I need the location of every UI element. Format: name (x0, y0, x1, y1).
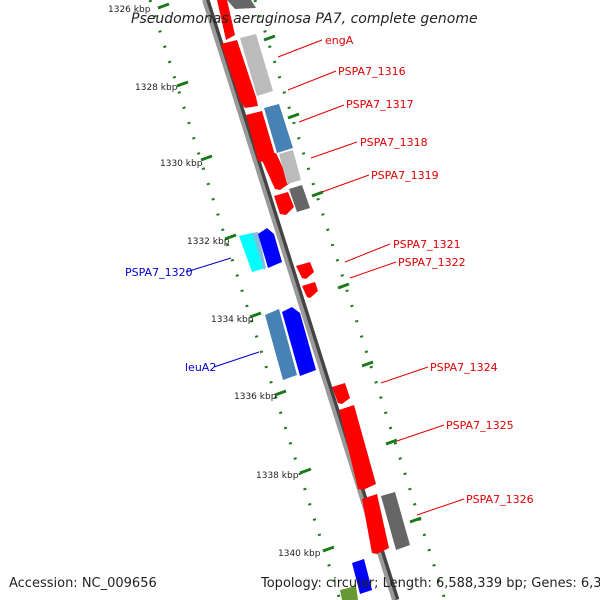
tick-label: 1334 kbp (211, 315, 254, 325)
gene-label-PSPA7_1325[interactable]: PSPA7_1325 (446, 419, 514, 432)
gene-label-leuA2[interactable]: leuA2 (185, 361, 216, 374)
leader-line-PSPA7_1316 (287, 70, 337, 91)
gene-label-PSPA7_1324[interactable]: PSPA7_1324 (430, 361, 498, 374)
tick-label: 1332 kbp (187, 237, 230, 247)
gene-arrow-leuA2[interactable] (282, 307, 316, 376)
gene-arrow-PSPA7_1322[interactable] (302, 282, 318, 298)
outer-strand-genes (227, 0, 410, 550)
gene-arrow-PSPA7_1318[interactable] (246, 111, 275, 162)
leader-line-PSPA7_1326 (416, 498, 465, 516)
tick-mark (249, 311, 262, 319)
tick-label: 1328 kbp (135, 83, 178, 93)
leader-line-PSPA7_1322 (349, 261, 397, 279)
tick-label: 1330 kbp (160, 159, 203, 169)
tick-label: 1326 kbp (108, 5, 151, 15)
tick-marks (157, 2, 422, 553)
leader-line-PSPA7_1325 (396, 424, 445, 442)
gene-box-bottom-blue[interactable] (352, 559, 372, 594)
leader-line-PSPA7_1317 (298, 104, 345, 123)
gene-label-PSPA7_1316[interactable]: PSPA7_1316 (338, 65, 406, 78)
gene-label-PSPA7_1322[interactable]: PSPA7_1322 (398, 256, 466, 269)
gene-label-PSPA7_1321[interactable]: PSPA7_1321 (393, 238, 461, 251)
gene-box-cyan[interactable] (239, 233, 266, 272)
tick-mark (200, 154, 213, 162)
reverse-strand-genes (239, 228, 372, 600)
gene-arrow-PSPA7_1326[interactable] (362, 494, 389, 554)
leader-line-leuA2 (213, 351, 260, 368)
gene-arrow-PSPA7_1321[interactable] (296, 262, 314, 279)
tick-label: 1336 kbp (234, 392, 277, 402)
gene-box-bottom-green[interactable] (340, 586, 358, 600)
gene-label-PSPA7_1326[interactable]: PSPA7_1326 (466, 493, 534, 506)
tick-mark (263, 34, 276, 42)
gene-arrow-PSPA7_1320[interactable] (258, 228, 282, 268)
tick-mark (337, 282, 350, 290)
gene-arrow-PSPA7_1325[interactable] (339, 405, 376, 490)
gene-box-steel[interactable] (252, 232, 266, 270)
tick-label: 1338 kbp (256, 471, 299, 481)
tick-mark (361, 360, 374, 368)
gene-box-steel[interactable] (265, 309, 297, 380)
gene-box-dark-gray[interactable] (381, 492, 410, 550)
leader-line-PSPA7_1318 (310, 141, 358, 159)
gene-arrow-engA[interactable] (217, 0, 235, 40)
gene-box-gray[interactable] (227, 0, 256, 9)
tick-mark (274, 389, 287, 397)
gene-box-light-gray[interactable] (279, 150, 301, 184)
gene-box-light-gray[interactable] (240, 34, 273, 96)
tick-label: 1340 kbp (278, 549, 321, 559)
gene-arrow-PSPA7_1319b[interactable] (274, 192, 294, 215)
gene-labels: engA PSPA7_1316 PSPA7_1317 PSPA7_1318 PS… (125, 34, 534, 506)
tick-mark (299, 467, 312, 475)
tick-mark (385, 438, 398, 446)
tick-mark (287, 112, 300, 120)
tick-mark (322, 545, 335, 553)
gene-label-PSPA7_1320[interactable]: PSPA7_1320 (125, 266, 193, 279)
leader-line-PSPA7_1320 (185, 257, 232, 273)
accession-text: Accession: NC_009656 (9, 576, 157, 591)
gene-arrow-PSPA7_1319[interactable] (261, 153, 290, 190)
leader-line-engA (277, 39, 323, 58)
gene-box-dark-gray[interactable] (289, 185, 310, 212)
gene-label-PSPA7_1319[interactable]: PSPA7_1319 (371, 169, 439, 182)
gene-arrow-PSPA7_1316[interactable] (221, 40, 256, 103)
gene-label-PSPA7_1317[interactable]: PSPA7_1317 (346, 98, 414, 111)
leader-line-PSPA7_1321 (344, 243, 391, 263)
gene-box-steel[interactable] (264, 104, 293, 153)
gene-arrow-PSPA7_1317[interactable] (239, 97, 258, 108)
map-title: Pseudomonas aeruginosa PA7, complete gen… (131, 11, 478, 27)
gene-arrow-PSPA7_1324[interactable] (332, 383, 350, 404)
tick-mark (176, 80, 189, 88)
leader-line-PSPA7_1324 (380, 366, 429, 384)
tick-mark (224, 233, 237, 241)
gene-label-engA[interactable]: engA (325, 34, 354, 47)
inner-strand-genes (217, 0, 389, 554)
right-dotted-guide (253, 0, 447, 600)
topology-text: Topology: circular; Length: 6,588,339 bp… (260, 576, 600, 591)
tick-mark (409, 516, 422, 524)
tick-mark (157, 2, 170, 10)
gene-label-PSPA7_1318[interactable]: PSPA7_1318 (360, 136, 428, 149)
leader-lines (185, 39, 465, 516)
leader-line-PSPA7_1319 (321, 174, 370, 193)
tick-mark (311, 190, 324, 198)
